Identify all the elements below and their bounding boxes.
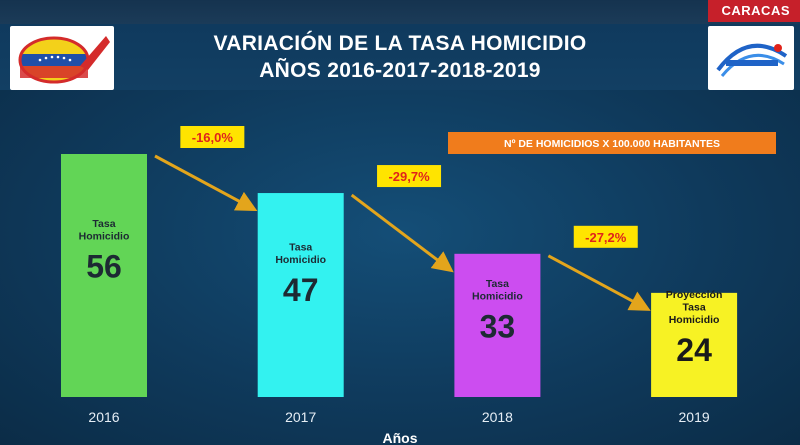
bar-caption-line: Tasa [92,218,115,230]
bar-caption-line: Homicidio [79,230,130,242]
bar-caption-line: Proyección [666,289,723,301]
x-tick-label: 2016 [88,409,119,425]
change-label: -16,0% [192,130,234,145]
legend-label: Nº DE HOMICIDIOS X 100.000 HABITANTES [504,138,720,150]
bar-value-label: 24 [676,332,712,368]
chart-title: VARIACIÓN DE LA TASA HOMICIDIO AÑOS 2016… [140,30,660,84]
bar-caption-line: Tasa [683,301,706,313]
bar-value-label: 33 [480,308,516,344]
change-badge [573,225,638,248]
bar [651,292,738,397]
bar-caption-line: Homicidio [669,314,720,326]
bar-value-label: 56 [86,248,122,284]
x-axis-ticks: 2016 2017 2018 2019 [88,409,709,425]
bar-caption-line: Homicidio [275,254,326,266]
change-badge [377,165,442,188]
top-strip [0,0,800,24]
change-label: -27,2% [585,230,627,245]
legend: Nº DE HOMICIDIOS X 100.000 HABITANTES [448,132,776,154]
change-annotation: -27,2% [573,225,638,248]
title-line-2: AÑOS 2016-2017-2018-2019 [259,59,541,82]
trend-arrow [350,193,454,273]
bar-caption-line: Tasa [486,278,509,290]
trend-arrow [547,254,651,311]
location-tag: CARACAS [707,0,800,22]
x-tick-label: 2018 [482,409,513,425]
bar [61,154,147,397]
x-tick-label: 2017 [285,409,316,425]
institution-logo [708,26,794,90]
change-annotations: -16,0% -29,7% -27,2% [180,126,638,248]
title-line-1: VARIACIÓN DE LA TASA HOMICIDIO [213,32,587,55]
x-axis-title: Años [383,430,418,445]
bar-value-label: 47 [283,272,319,308]
trend-arrows [154,154,651,311]
change-annotation: -16,0% [180,126,245,148]
header-band [0,24,800,90]
change-label: -29,7% [388,169,430,184]
venezuela-flag-logo [10,26,114,90]
x-tick-label: 2019 [679,409,710,425]
bar [454,253,541,397]
legend-box [448,132,776,154]
bar-caption-line: Homicidio [472,290,523,302]
bar [257,193,344,397]
trend-arrow [154,154,258,212]
change-annotation: -29,7% [377,165,442,188]
bar-caption-line: Tasa [289,241,312,253]
change-badge [180,126,245,148]
